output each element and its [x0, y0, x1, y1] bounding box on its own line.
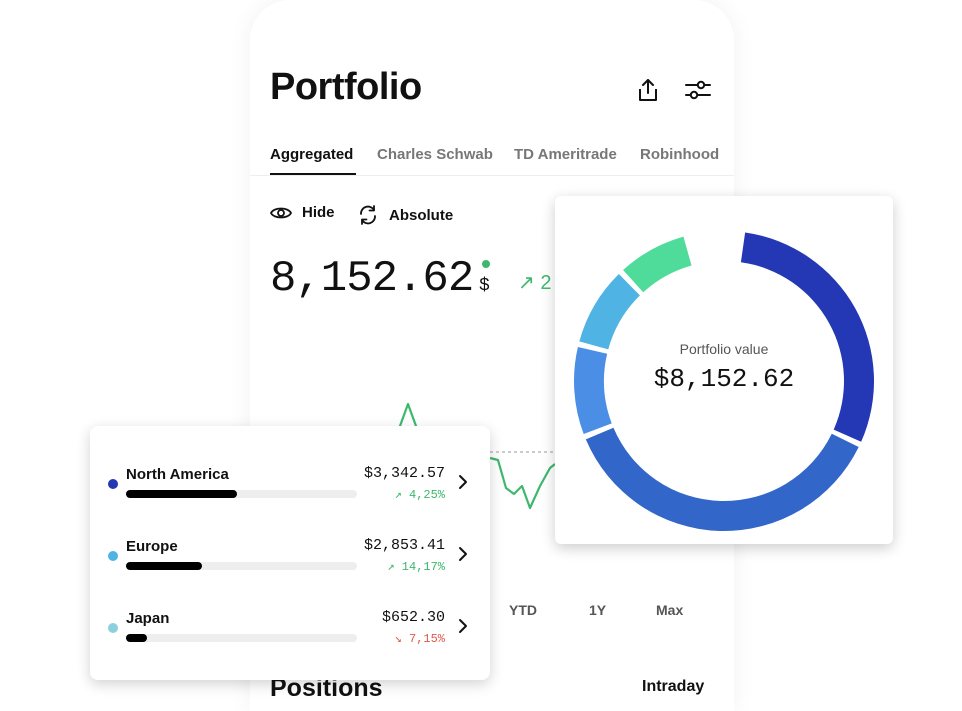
donut-segment-2 — [585, 427, 859, 531]
portfolio-donut-card: Portfolio value $8,152.62 — [555, 196, 893, 544]
region-share-bar — [126, 562, 357, 570]
region-change: ↗ 4,25% — [394, 488, 445, 502]
region-name: North America — [126, 466, 229, 483]
region-row-north-america[interactable]: North America $3,342.57 ↗ 4,25% — [90, 462, 490, 522]
refresh-icon — [360, 205, 376, 225]
range-1y[interactable]: 1Y — [589, 602, 607, 618]
region-share-bar — [126, 634, 357, 642]
tab-robinhood[interactable]: Robinhood — [640, 146, 720, 163]
chevron-right-icon[interactable] — [456, 472, 470, 492]
range-ytd[interactable]: YTD — [509, 602, 537, 618]
region-share-fill — [126, 490, 237, 498]
balance-trend: ↗ 2 — [518, 272, 552, 294]
absolute-label: Absolute — [389, 206, 454, 224]
chevron-right-icon[interactable] — [456, 544, 470, 564]
region-change: ↗ 14,17% — [387, 560, 445, 574]
donut-label: Portfolio value — [679, 341, 769, 357]
region-color-dot — [108, 623, 118, 633]
region-share-fill — [126, 634, 147, 642]
hide-label: Hide — [302, 204, 335, 221]
broker-tabs: Aggregated Charles Schwab TD Ameritrade … — [250, 140, 734, 176]
regions-card: North America $3,342.57 ↗ 4,25% Europe $… — [90, 426, 490, 680]
eye-icon — [270, 207, 292, 218]
donut-segment-1 — [740, 232, 874, 442]
region-name: Europe — [126, 538, 178, 555]
region-share-fill — [126, 562, 203, 570]
region-color-dot — [108, 551, 118, 561]
sliders-icon[interactable] — [684, 76, 712, 104]
hide-toggle[interactable]: Hide — [270, 204, 335, 221]
tab-aggregated[interactable]: Aggregated — [270, 146, 354, 163]
region-row-japan[interactable]: Japan $652.30 ↘ 7,15% — [90, 606, 490, 666]
live-indicator — [482, 260, 490, 268]
chart-line-segment — [489, 456, 556, 510]
share-icon[interactable] — [634, 76, 662, 104]
page-title: Portfolio — [270, 66, 422, 108]
region-value: $2,853.41 — [363, 537, 445, 554]
chart-line-peak — [398, 402, 418, 428]
absolute-toggle[interactable]: Absolute — [357, 204, 453, 226]
chevron-right-icon[interactable] — [456, 616, 470, 636]
performance-line-chart — [398, 402, 556, 510]
region-share-bar — [126, 490, 357, 498]
donut-segment-5 — [623, 236, 692, 293]
region-color-dot — [108, 479, 118, 489]
portfolio-donut-chart — [574, 232, 874, 531]
tab-td-ameritrade[interactable]: TD Ameritrade — [514, 146, 617, 163]
donut-segment-4 — [579, 274, 640, 350]
intraday-toggle[interactable]: Intraday — [642, 678, 705, 695]
tab-charles-schwab[interactable]: Charles Schwab — [377, 146, 493, 163]
donut-segment-3 — [574, 347, 612, 435]
active-tab-indicator — [270, 173, 356, 175]
region-name: Japan — [126, 610, 170, 627]
region-change: ↘ 7,15% — [394, 632, 445, 646]
portfolio-balance: 8,152.62 — [270, 254, 474, 304]
donut-value: $8,152.62 — [653, 364, 795, 394]
region-value: $3,342.57 — [363, 465, 445, 482]
range-max[interactable]: Max — [656, 602, 684, 618]
currency-symbol: $ — [479, 276, 490, 296]
region-value: $652.30 — [381, 609, 445, 626]
region-row-europe[interactable]: Europe $2,853.41 ↗ 14,17% — [90, 534, 490, 594]
